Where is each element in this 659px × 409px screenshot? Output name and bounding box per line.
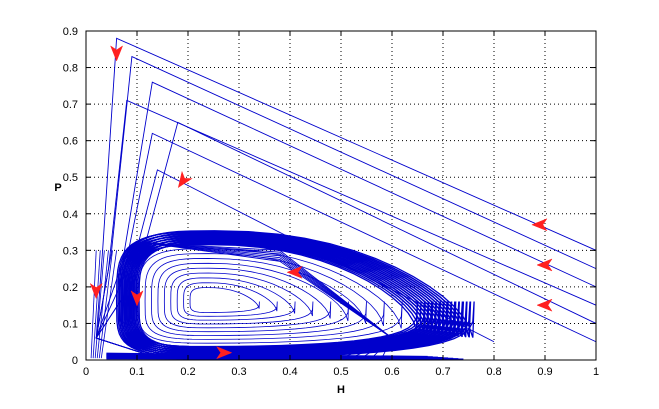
trajectory-left-wall: [96, 250, 109, 359]
direction-arrow: [177, 170, 193, 188]
trajectory-left-wall: [90, 250, 97, 359]
y-tick-label: 0.9: [63, 26, 78, 38]
y-tick-label: 0.6: [63, 136, 78, 148]
arrow-head-icon: [89, 282, 103, 300]
limit-cycle-loop: [157, 262, 350, 333]
y-tick-label: 0.2: [63, 282, 78, 294]
limit-cycle-loop: [163, 267, 332, 329]
direction-arrows: [89, 45, 553, 360]
arrow-head-icon: [531, 218, 548, 232]
arrow-head-icon: [286, 265, 303, 279]
limit-cycle-loop: [120, 230, 475, 358]
direction-arrow: [536, 298, 553, 312]
x-tick-label: 0.9: [537, 366, 552, 378]
x-tick-label: 0.8: [486, 366, 501, 378]
direction-arrow: [286, 265, 303, 279]
x-tick-label: 0.5: [333, 366, 348, 378]
trajectory-left-wall: [100, 250, 117, 359]
y-tick-label: 0.5: [63, 172, 78, 184]
y-tick-label: 0.3: [63, 245, 78, 257]
x-tick-label: 0.1: [129, 366, 144, 378]
y-axis-label: P: [54, 182, 61, 194]
trajectory-left-wall: [92, 250, 101, 359]
axis-ticks: 0 0.1 0.2 0.3 0.4 0.5 0.6 0.7 0.8 0.9 1 0 0.1 0.2 0.3 0…: [63, 26, 599, 378]
arrow-head-icon: [536, 258, 553, 272]
limit-cycle-loop: [183, 282, 278, 317]
limit-cycle-loop: [144, 253, 385, 340]
arrow-head-icon: [130, 290, 144, 307]
x-tick-label: 1: [593, 366, 599, 378]
limit-cycle-loop: [176, 277, 296, 321]
arrow-head-icon: [216, 346, 233, 360]
arrow-head-icon: [177, 170, 193, 188]
y-tick-label: 0.7: [63, 99, 78, 111]
direction-arrow: [536, 258, 553, 272]
direction-arrow: [216, 346, 233, 360]
x-tick-label: 0.3: [231, 366, 246, 378]
trajectory-left-wall: [98, 250, 113, 359]
limit-cycle-loop: [189, 287, 260, 313]
y-tick-label: 0.4: [63, 209, 78, 221]
x-tick-label: 0.7: [435, 366, 450, 378]
direction-arrow: [110, 45, 124, 62]
direction-arrow: [130, 290, 144, 307]
y-tick-label: 0.1: [63, 318, 78, 330]
arrow-head-icon: [110, 45, 124, 62]
x-tick-label: 0.6: [384, 366, 399, 378]
x-axis-label: H: [337, 384, 345, 396]
y-tick-label: 0.8: [63, 63, 78, 75]
direction-arrow: [89, 282, 103, 300]
trajectory-left-wall: [94, 250, 105, 359]
trajectory-series: [90, 37, 597, 361]
direction-arrow: [531, 218, 548, 232]
arrow-head-icon: [536, 298, 553, 312]
x-tick-label: 0.4: [282, 366, 297, 378]
limit-cycle-loop: [170, 272, 314, 325]
y-tick-label: 0: [72, 355, 78, 367]
x-tick-label: 0: [83, 366, 89, 378]
limit-cycle-bottom-band: [106, 352, 428, 358]
x-tick-label: 0.2: [180, 366, 195, 378]
